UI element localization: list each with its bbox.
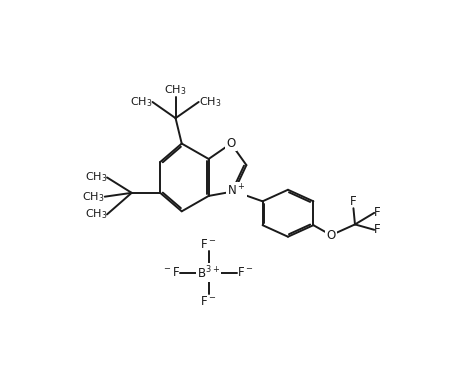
Text: $^-$F: $^-$F: [162, 266, 180, 279]
Text: F$^-$: F$^-$: [201, 295, 217, 308]
Text: F$^-$: F$^-$: [201, 238, 217, 250]
Text: N$^+$: N$^+$: [227, 184, 246, 199]
Text: CH$_3$: CH$_3$: [82, 190, 105, 204]
Text: CH$_3$: CH$_3$: [199, 95, 221, 109]
Text: B$^{3+}$: B$^{3+}$: [197, 265, 220, 281]
Text: F$^-$: F$^-$: [237, 266, 254, 279]
Text: F: F: [350, 195, 357, 208]
Text: CH$_3$: CH$_3$: [84, 207, 107, 221]
Text: O: O: [226, 137, 235, 150]
Text: F: F: [374, 223, 381, 236]
Text: CH$_3$: CH$_3$: [84, 171, 107, 184]
Text: F: F: [374, 206, 381, 219]
Text: CH$_3$: CH$_3$: [164, 84, 187, 98]
Text: CH$_3$: CH$_3$: [130, 95, 152, 109]
Text: O: O: [326, 229, 336, 242]
